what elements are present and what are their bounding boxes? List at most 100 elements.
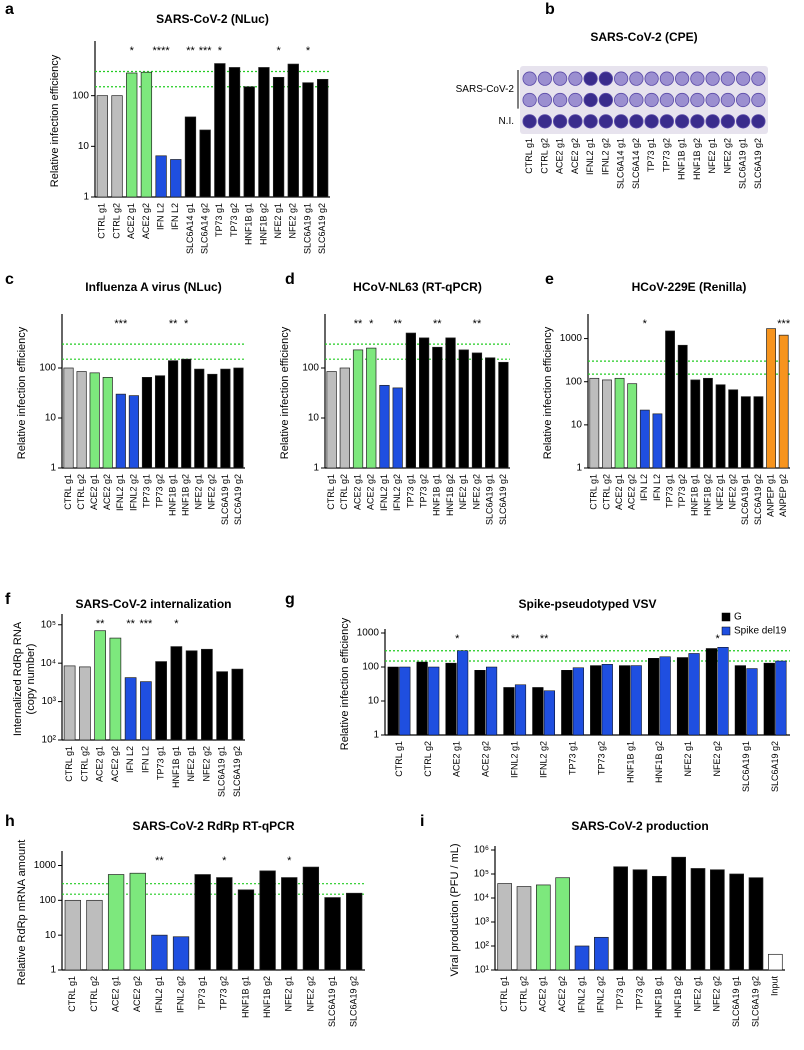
x-tick-label: SLC6A19 g1 bbox=[220, 474, 230, 525]
y-tick-label: 1000 bbox=[34, 860, 57, 871]
bar bbox=[602, 379, 612, 469]
significance: ** bbox=[169, 318, 178, 330]
x-tick-label: TP73 g1 bbox=[405, 474, 415, 508]
x-tick-label: CTRL g1 bbox=[524, 138, 534, 174]
x-tick-label: NFE2 g1 bbox=[458, 474, 468, 510]
bar bbox=[326, 371, 337, 469]
well bbox=[598, 92, 613, 108]
x-tick-label: IFN L2 bbox=[652, 474, 662, 501]
well bbox=[690, 114, 705, 129]
bar bbox=[63, 367, 74, 469]
well bbox=[751, 71, 766, 86]
bar bbox=[432, 346, 443, 469]
panel-letter: i bbox=[420, 813, 424, 830]
x-tick-label: CTRL g1 bbox=[499, 976, 509, 1012]
x-tick-label: HNF1B g2 bbox=[262, 976, 272, 1018]
x-tick-label: NFE2 g1 bbox=[273, 203, 283, 239]
x-tick-label: CTRL g1 bbox=[394, 741, 404, 777]
chart-title: HCoV-229E (Renilla) bbox=[632, 280, 747, 294]
x-tick-label: IFNL2 g2 bbox=[600, 138, 610, 175]
x-tick-label: HNF1B g1 bbox=[654, 976, 664, 1018]
well bbox=[736, 114, 751, 129]
x-tick-label: HNF1B g2 bbox=[654, 741, 664, 783]
well bbox=[522, 71, 537, 86]
x-tick-label: ACE2 g2 bbox=[627, 474, 637, 510]
bar bbox=[184, 116, 197, 198]
y-tick-label: 10 bbox=[368, 696, 380, 707]
x-tick-label: IFNL2 g1 bbox=[510, 741, 520, 778]
x-tick-label: HNF1B g1 bbox=[167, 474, 177, 516]
y-tick-label: 10² bbox=[475, 941, 490, 952]
x-tick-label: NFE2 g2 bbox=[471, 474, 481, 510]
y-axis-label: Relative infection efficiency bbox=[16, 326, 28, 459]
y-tick-label: 10⁶ bbox=[474, 845, 489, 856]
x-tick-label: SLC6A19 g1 bbox=[740, 474, 750, 525]
significance: * bbox=[184, 318, 189, 330]
significance: ** bbox=[473, 318, 482, 330]
legend-swatch bbox=[721, 612, 731, 622]
bar bbox=[498, 361, 509, 469]
y-tick-label: 10⁵ bbox=[41, 619, 56, 630]
bar bbox=[302, 866, 320, 971]
bar bbox=[627, 383, 638, 469]
x-tick-label: IFN L2 bbox=[155, 203, 165, 230]
significance: * bbox=[222, 855, 227, 867]
x-tick-label: ACE2 g1 bbox=[89, 474, 99, 510]
bar bbox=[690, 868, 706, 971]
bar bbox=[129, 872, 146, 971]
x-tick-label: IFNL2 g1 bbox=[154, 976, 164, 1013]
bar bbox=[94, 630, 106, 741]
well bbox=[720, 92, 735, 108]
x-tick-label: IFNL2 g1 bbox=[576, 976, 586, 1013]
bar bbox=[107, 874, 125, 971]
bar bbox=[572, 667, 584, 736]
well bbox=[598, 71, 613, 86]
well bbox=[522, 92, 537, 108]
x-tick-label: CTRL g2 bbox=[339, 474, 349, 510]
y-tick-label: 1 bbox=[576, 463, 582, 474]
x-tick-label: IFNL2 g1 bbox=[115, 474, 125, 511]
legend-label: Spike del19 bbox=[734, 626, 787, 637]
well bbox=[644, 114, 659, 129]
y-tick-label: 1 bbox=[50, 463, 56, 474]
well bbox=[629, 92, 644, 108]
y-tick-label: 10³ bbox=[42, 696, 57, 707]
well bbox=[568, 114, 583, 129]
bar bbox=[746, 668, 758, 736]
bar bbox=[194, 874, 211, 971]
x-tick-label: SLC6A14 g2 bbox=[631, 138, 641, 189]
y-tick-label: 1 bbox=[313, 463, 319, 474]
well bbox=[553, 92, 568, 108]
x-tick-label: NFE2 g2 bbox=[728, 474, 738, 510]
bar bbox=[677, 344, 688, 469]
y-tick-label: 100 bbox=[362, 662, 379, 673]
y-tick-label: 100 bbox=[39, 895, 56, 906]
bar bbox=[766, 328, 776, 469]
panel-letter: b bbox=[545, 1, 555, 18]
x-tick-label: IFN L2 bbox=[125, 746, 135, 773]
x-tick-label: TP73 g1 bbox=[197, 976, 207, 1010]
x-tick-label: ACE2 g2 bbox=[570, 138, 580, 174]
x-tick-label: ACE2 g1 bbox=[126, 203, 136, 239]
x-tick-label: TP73 g1 bbox=[615, 976, 625, 1010]
bar bbox=[614, 377, 625, 469]
x-tick-label: CTRL g2 bbox=[539, 138, 549, 174]
x-tick-label: TP73 g2 bbox=[418, 474, 428, 508]
bar bbox=[428, 666, 440, 736]
bar bbox=[272, 76, 285, 198]
bar bbox=[185, 650, 198, 741]
panel-letter: c bbox=[5, 271, 14, 288]
x-tick-label: SLC6A19 g1 bbox=[327, 976, 337, 1027]
well bbox=[522, 114, 537, 129]
bar bbox=[688, 653, 700, 736]
significance: * bbox=[643, 318, 648, 330]
x-tick-label: CTRL g1 bbox=[63, 474, 73, 510]
y-axis-label: Relative infection efficiency bbox=[49, 54, 61, 187]
x-tick-label: NFE2 g1 bbox=[715, 474, 725, 510]
bar bbox=[516, 886, 532, 971]
significance: ** bbox=[96, 618, 105, 630]
bar bbox=[648, 658, 660, 736]
bar bbox=[155, 661, 167, 741]
bar bbox=[201, 648, 213, 741]
x-tick-label: TP73 g1 bbox=[156, 746, 166, 780]
